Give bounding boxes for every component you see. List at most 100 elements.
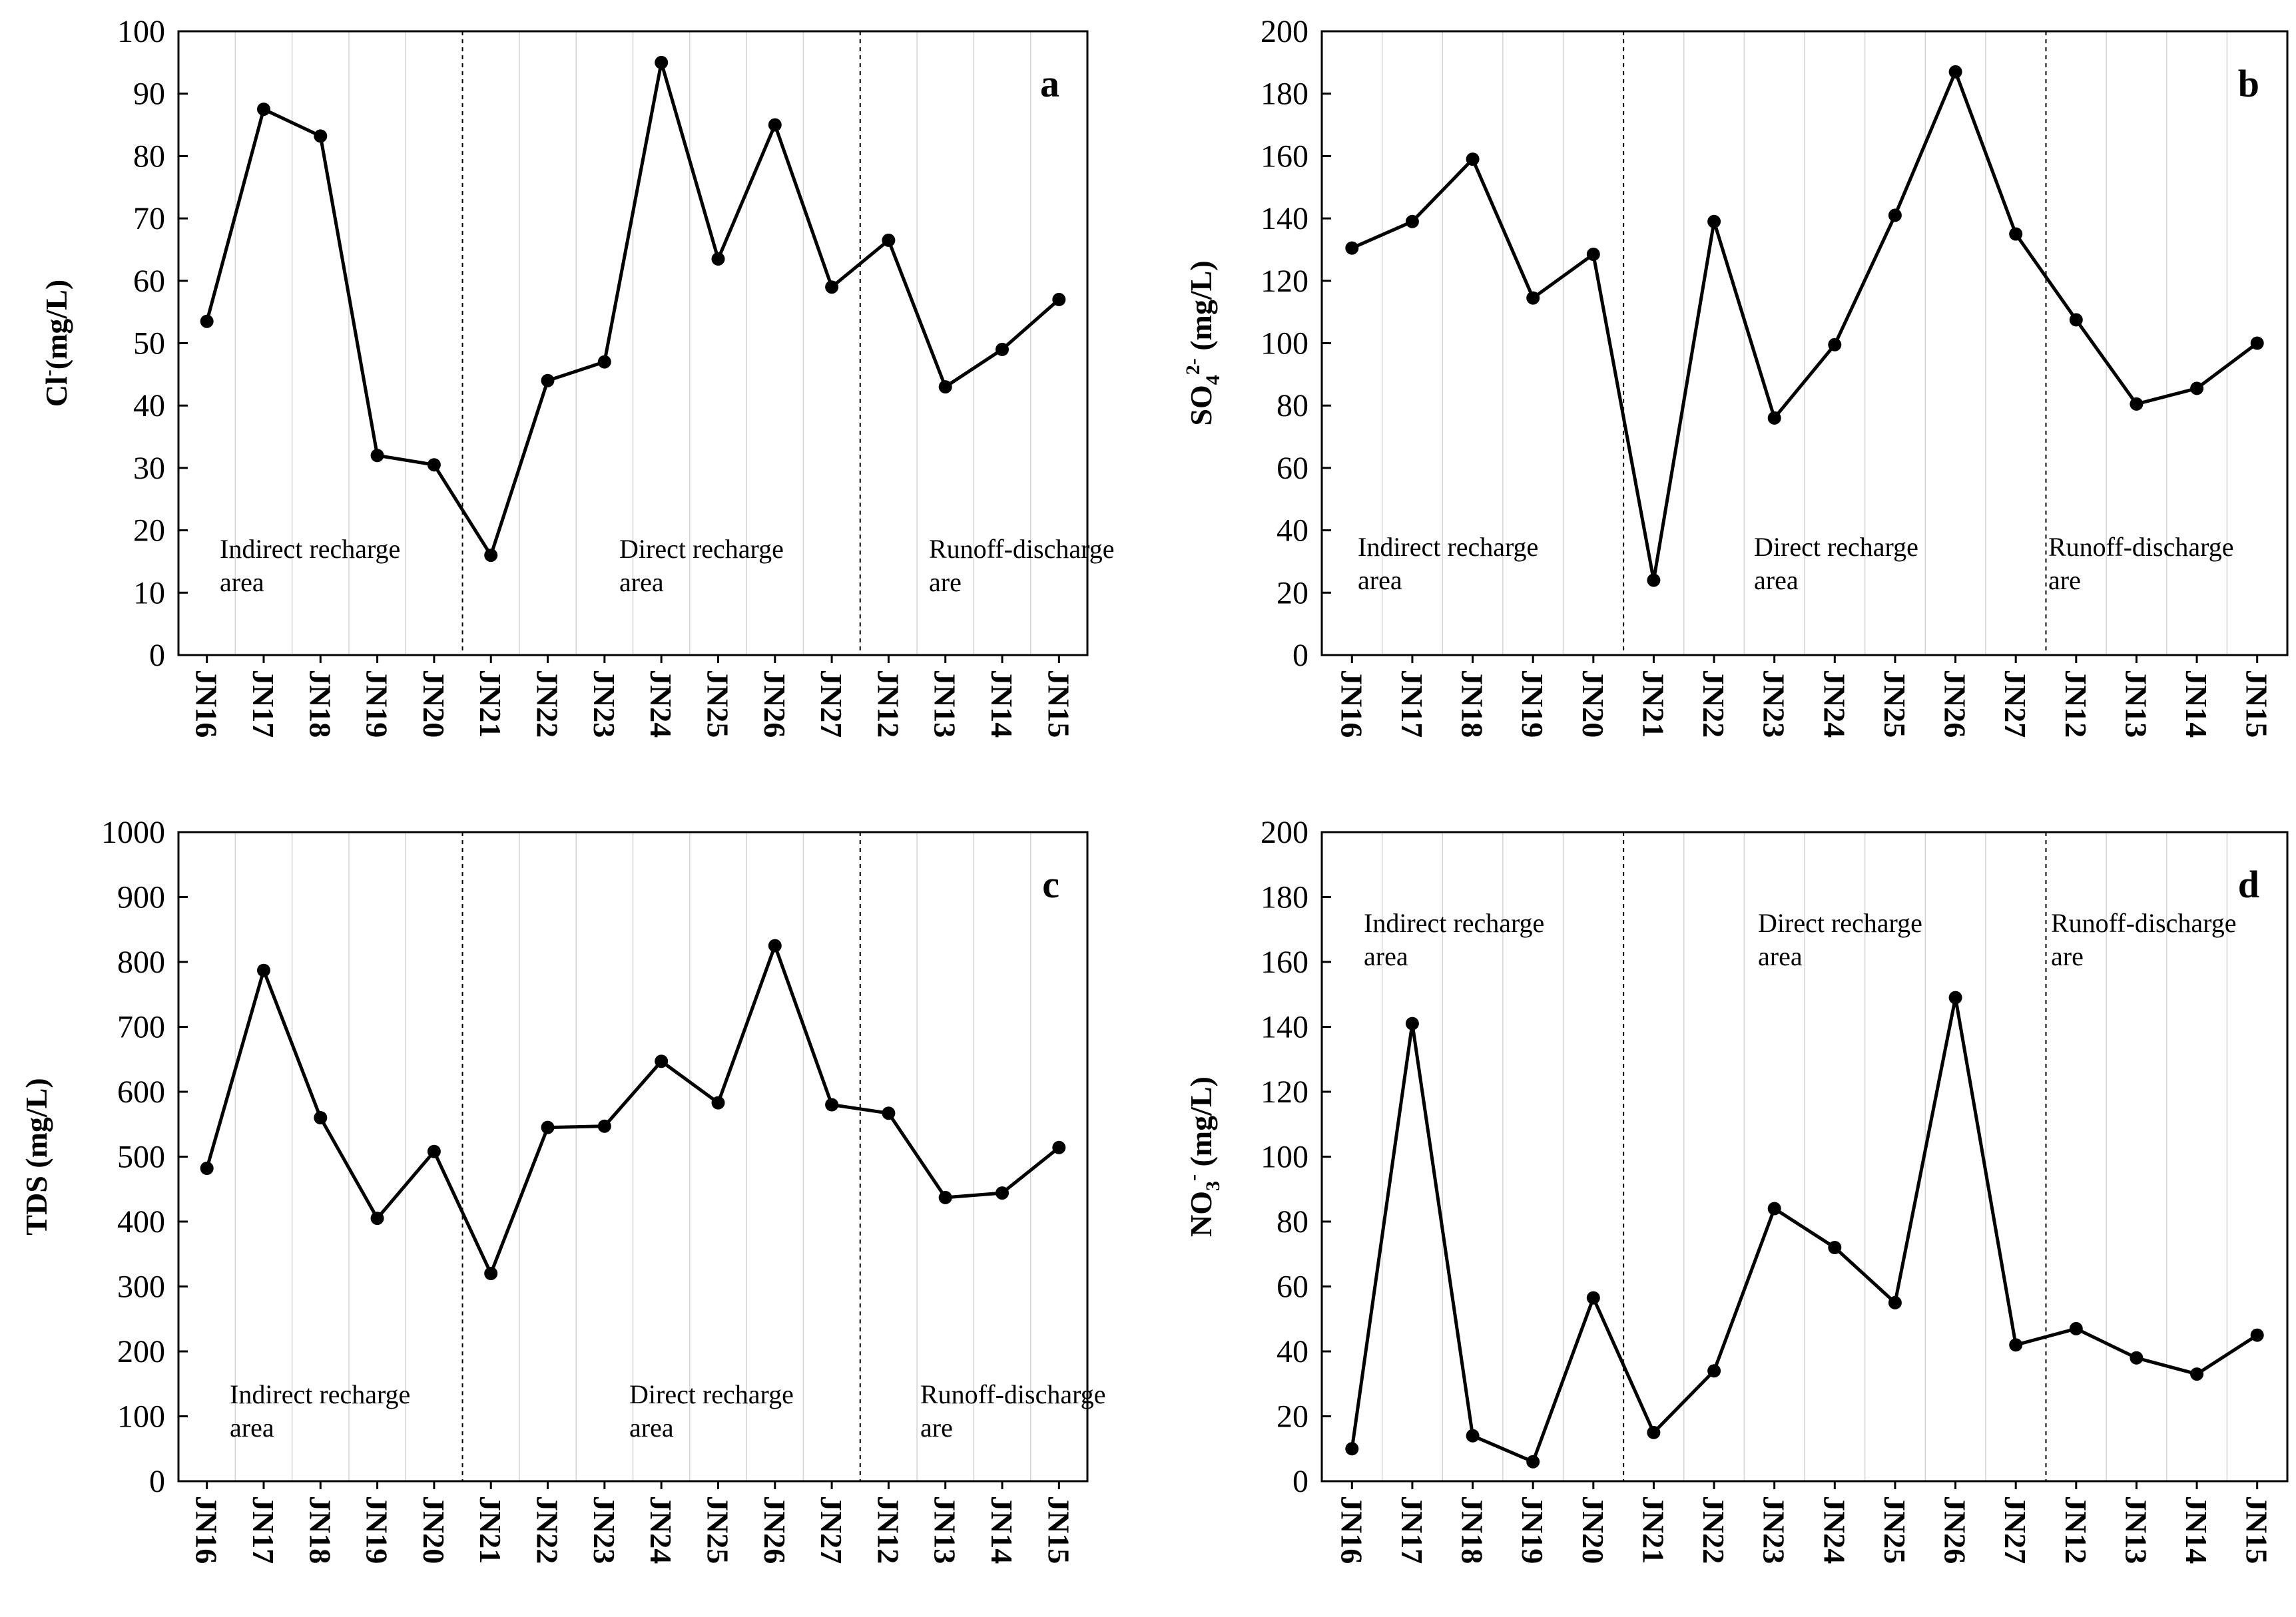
x-tick-label: JN21	[1636, 1496, 1670, 1564]
x-tick-label: JN24	[1817, 1496, 1851, 1564]
y-tick-label: 70	[133, 201, 165, 236]
data-point	[1767, 1202, 1781, 1216]
y-tick-label: 100	[1261, 326, 1308, 361]
y-tick-label: 20	[1277, 1399, 1308, 1435]
x-tick-label: JN13	[928, 1496, 962, 1564]
x-tick-label: JN25	[701, 670, 734, 738]
data-point	[1466, 1429, 1480, 1443]
y-tick-label: 40	[133, 388, 165, 423]
y-tick-label: 200	[1261, 815, 1308, 850]
data-point	[257, 103, 270, 116]
x-tick-label: JN15	[2240, 670, 2274, 738]
data-point	[1526, 1455, 1540, 1469]
x-tick-label: JN14	[2179, 1496, 2213, 1564]
area-label-line2: area	[230, 1413, 274, 1443]
y-tick-label: 120	[1261, 1074, 1308, 1110]
data-point	[314, 129, 328, 143]
y-axis-label-main: SO	[1184, 385, 1218, 425]
data-point	[938, 380, 952, 394]
data-point	[1948, 65, 1962, 79]
y-tick-label: 800	[117, 945, 165, 980]
x-tick-label: JN23	[1757, 670, 1791, 738]
y-tick-label: 80	[1277, 1204, 1308, 1240]
y-tick-label: 60	[133, 264, 165, 299]
panel-letter: a	[1040, 62, 1059, 105]
data-point	[825, 1098, 839, 1112]
x-tick-label: JN15	[2240, 1496, 2274, 1564]
y-tick-label: 80	[133, 138, 165, 174]
area-label-line2: area	[619, 567, 664, 597]
y-tick-label: 20	[1277, 575, 1308, 610]
x-tick-label: JN15	[1041, 1496, 1075, 1564]
area-label-line1: Direct recharge	[1758, 908, 1922, 938]
area-label-line2: area	[220, 567, 264, 597]
x-tick-label: JN19	[1516, 1496, 1550, 1564]
x-tick-label: JN27	[1998, 670, 2032, 738]
x-tick-label: JN22	[531, 1496, 565, 1564]
data-point	[1052, 1140, 1066, 1154]
data-point	[2069, 1321, 2083, 1335]
data-point	[996, 342, 1009, 356]
y-tick-label: 120	[1261, 264, 1308, 299]
y-tick-label: 600	[117, 1074, 165, 1110]
area-label-line2: are	[920, 1413, 953, 1443]
y-tick-label: 80	[1277, 388, 1308, 423]
area-label-line1: Indirect recharge	[1364, 908, 1544, 938]
data-point	[768, 939, 782, 953]
y-axis-label: TDS (mg/L)	[19, 1078, 53, 1235]
data-point	[655, 1054, 669, 1068]
x-tick-label: JN14	[985, 670, 1019, 738]
y-tick-label: 0	[1292, 638, 1308, 673]
data-point	[484, 549, 498, 563]
x-tick-label: JN12	[871, 1496, 905, 1564]
y-axis-label-sup: 2-	[1182, 358, 1204, 375]
data-point	[996, 1186, 1009, 1200]
data-point	[200, 314, 214, 328]
data-point	[2250, 1328, 2264, 1342]
data-point	[2190, 1367, 2204, 1381]
y-axis-label-unit: (mg/L)	[1184, 260, 1218, 358]
area-label-line1: Direct recharge	[619, 534, 784, 564]
x-tick-label: JN23	[587, 670, 621, 738]
data-point	[1647, 573, 1661, 587]
x-tick-label: JN26	[758, 670, 792, 738]
panel-letter: c	[1042, 863, 1059, 906]
area-label-line1: Indirect recharge	[1358, 532, 1538, 562]
data-point	[2190, 381, 2204, 395]
x-tick-label: JN27	[1998, 1496, 2032, 1564]
x-tick-label: JN14	[985, 1496, 1019, 1564]
data-point	[370, 1212, 384, 1226]
y-axis-label-sub: 4	[1202, 375, 1224, 385]
data-point	[768, 118, 782, 132]
data-point	[938, 1190, 952, 1204]
y-tick-label: 0	[149, 1464, 165, 1499]
y-tick-label: 500	[117, 1140, 165, 1175]
chart-panel-c: 0 100 200 300 400 500 600 700 800 900 1000 JN16 JN17…	[19, 815, 1105, 1564]
data-point	[882, 1106, 896, 1120]
y-tick-label: 60	[1277, 451, 1308, 486]
data-point	[1586, 248, 1600, 261]
x-tick-label: JN15	[1041, 670, 1075, 738]
x-tick-label: JN16	[190, 670, 224, 738]
x-tick-label: JN20	[1576, 1496, 1610, 1564]
data-point	[1888, 1295, 1902, 1309]
data-point	[1828, 1241, 1842, 1254]
area-label-line2: area	[1358, 565, 1402, 595]
y-tick-label: 100	[1261, 1140, 1308, 1175]
y-axis-label-sup: -	[37, 369, 59, 376]
area-label-line1: Indirect recharge	[230, 1379, 410, 1409]
data-point	[2009, 1338, 2023, 1352]
y-tick-label: 900	[117, 880, 165, 915]
x-tick-label: JN18	[303, 670, 337, 738]
y-axis-label: SO42- (mg/L)	[1182, 260, 1224, 425]
x-tick-label: JN12	[2059, 1496, 2093, 1564]
x-tick-label: JN13	[2119, 670, 2153, 738]
x-tick-label: JN14	[2179, 670, 2213, 738]
data-point	[1466, 152, 1480, 166]
area-label-line2: are	[929, 567, 962, 597]
data-point	[1405, 1017, 1419, 1031]
area-label-line2: area	[629, 1413, 674, 1443]
y-tick-label: 180	[1261, 77, 1308, 112]
x-tick-label: JN24	[1817, 670, 1851, 738]
